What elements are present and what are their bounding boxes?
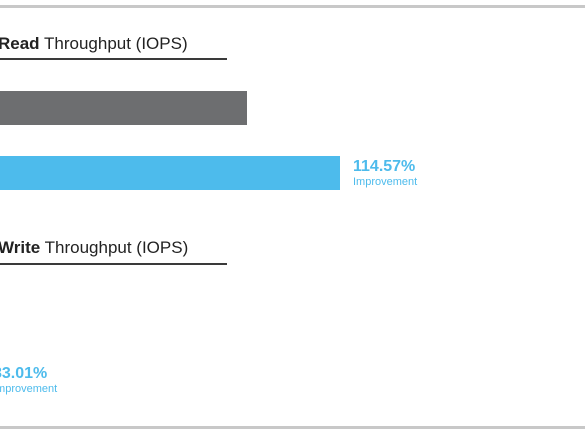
- read-title-bold: Read: [0, 34, 40, 53]
- read-improvement-caption: Improvement: [353, 176, 418, 188]
- top-frame-line: [0, 5, 585, 8]
- bottom-frame-line: [0, 426, 585, 429]
- write-title-bold: Write: [0, 238, 41, 257]
- write-improvement-caption: Improvement: [0, 383, 58, 395]
- write-improvement-label: 83.01% Improvement: [0, 365, 57, 396]
- read-title-rest: Throughput (IOPS): [39, 34, 188, 53]
- read-title-underline: [0, 58, 227, 60]
- read-improvement-label: 114.57% Improvement: [353, 158, 417, 189]
- write-title-rest: Throughput (IOPS): [40, 238, 189, 257]
- write-improvement-value: 83.01%: [0, 365, 48, 382]
- read-throughput-title: Read Throughput (IOPS): [0, 34, 188, 54]
- write-throughput-title: Write Throughput (IOPS): [0, 238, 188, 258]
- read-improvement-value: 114.57%: [353, 158, 416, 175]
- read-baseline-bar: [0, 91, 247, 125]
- write-title-underline: [0, 263, 227, 265]
- read-improved-bar: [0, 156, 340, 190]
